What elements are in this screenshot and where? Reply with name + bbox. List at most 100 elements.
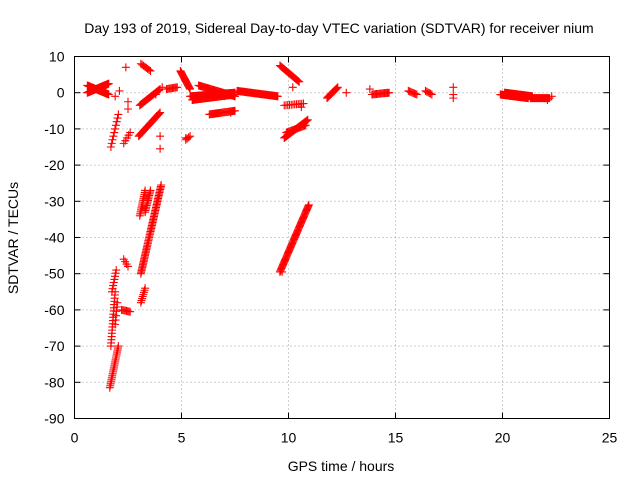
- data-point: [449, 94, 458, 103]
- data-point: [412, 90, 421, 99]
- x-tick-labels: 0 5 10 15 20 25: [71, 430, 618, 446]
- data-point: [104, 79, 113, 88]
- data-point: [111, 121, 120, 130]
- x-tick-label: 0: [71, 430, 79, 446]
- data-point: [146, 66, 155, 75]
- data-point: [111, 92, 120, 101]
- data-point: [231, 106, 239, 115]
- data-point: [181, 133, 190, 142]
- data-point: [155, 109, 164, 118]
- data-point: [303, 115, 312, 124]
- y-tick-label: 10: [49, 49, 65, 65]
- data-point: [186, 85, 195, 94]
- data-point: [295, 77, 304, 86]
- data-point: [140, 286, 149, 295]
- data-point: [273, 92, 282, 101]
- data-point: [107, 139, 116, 148]
- chart-title: Day 193 of 2019, Sidereal Day-to-day VTE…: [84, 20, 593, 36]
- data-point: [278, 267, 287, 276]
- data-point: [113, 114, 122, 123]
- data-point: [141, 284, 150, 293]
- y-tick-label: -40: [44, 230, 64, 246]
- data-point: [304, 200, 313, 209]
- data-point: [139, 288, 148, 297]
- data-point: [112, 117, 121, 126]
- data-point: [333, 83, 342, 92]
- data-point: [124, 97, 132, 106]
- data-point: [138, 294, 147, 303]
- data-point: [137, 296, 146, 305]
- axis-ticks: [74, 56, 610, 419]
- data-point: [139, 290, 148, 299]
- data-point: [158, 83, 167, 92]
- data-point: [382, 88, 391, 97]
- y-tick-label: -20: [44, 157, 64, 173]
- x-tick-label: 25: [602, 430, 618, 446]
- data-point: [293, 76, 302, 85]
- data-point: [115, 86, 124, 95]
- y-tick-label: -10: [44, 121, 64, 137]
- x-tick-label: 10: [281, 430, 297, 446]
- data-point: [156, 132, 165, 141]
- data-points: [83, 59, 556, 392]
- data-point: [157, 181, 166, 190]
- data-point: [299, 99, 308, 108]
- data-point: [145, 65, 154, 74]
- data-point: [288, 83, 297, 92]
- data-point: [365, 85, 374, 94]
- y-tick-labels: 10 0 -10 -20 -30 -40 -50 -60 -70 -80 -90: [44, 49, 64, 427]
- y-tick-label: -60: [44, 302, 64, 318]
- data-point: [146, 186, 155, 195]
- data-point: [114, 342, 123, 351]
- data-point: [342, 88, 351, 97]
- data-point: [113, 298, 122, 307]
- x-tick-label: 15: [388, 430, 404, 446]
- data-point: [173, 83, 182, 92]
- y-tick-label: -90: [44, 411, 64, 427]
- data-point: [126, 307, 135, 316]
- data-point: [154, 86, 163, 95]
- data-point: [156, 144, 165, 153]
- data-point: [231, 92, 239, 101]
- data-point: [126, 128, 135, 137]
- y-tick-label: 0: [57, 85, 65, 101]
- data-point: [426, 89, 435, 98]
- grid: [74, 56, 610, 419]
- data-point: [108, 135, 117, 144]
- data-point: [302, 116, 311, 125]
- data-point: [156, 108, 165, 117]
- data-point: [111, 124, 120, 133]
- data-point: [138, 292, 147, 301]
- data-point: [104, 90, 113, 99]
- data-point: [110, 128, 119, 137]
- data-point: [121, 63, 130, 72]
- data-point: [297, 103, 306, 112]
- data-point: [226, 108, 235, 117]
- data-point: [186, 132, 195, 141]
- data-point: [332, 84, 341, 93]
- data-point: [124, 104, 132, 113]
- data-point: [332, 84, 341, 93]
- data-point: [124, 262, 132, 271]
- y-axis-label: SDTVAR / TECUs: [5, 182, 21, 294]
- data-point: [109, 132, 118, 141]
- y-tick-label: -80: [44, 374, 64, 390]
- x-axis-label: GPS time / hours: [288, 458, 395, 474]
- data-point: [427, 90, 436, 99]
- data-point: [136, 298, 145, 307]
- data-point: [190, 94, 199, 103]
- y-tick-label: -70: [44, 338, 64, 354]
- data-point: [112, 266, 121, 275]
- x-tick-label: 20: [495, 430, 511, 446]
- y-tick-label: -30: [44, 193, 64, 209]
- data-point: [106, 143, 115, 151]
- data-point: [154, 110, 163, 119]
- data-point: [547, 92, 556, 101]
- data-point: [301, 121, 310, 130]
- y-tick-label: -50: [44, 266, 64, 282]
- data-point: [294, 77, 303, 86]
- data-point: [114, 110, 123, 119]
- data-point: [151, 90, 160, 99]
- data-point: [449, 83, 458, 92]
